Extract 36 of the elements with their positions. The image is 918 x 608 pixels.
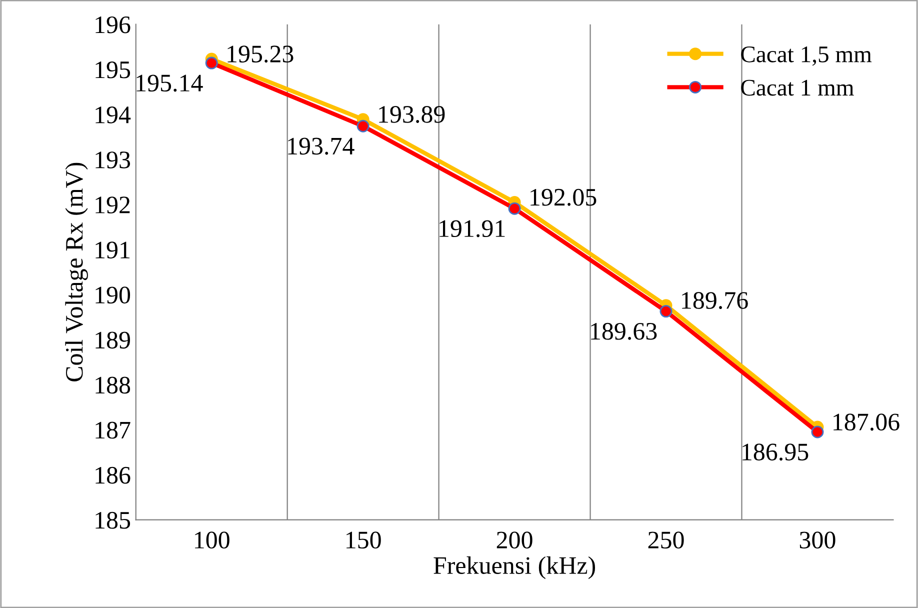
y-tick-label: 193 bbox=[96, 152, 130, 168]
data-label: 195.23 bbox=[228, 46, 294, 63]
legend-label: Cacat 1 mm bbox=[741, 80, 854, 96]
y-tick-label: 189 bbox=[96, 332, 130, 349]
data-label: 187.06 bbox=[834, 414, 900, 431]
y-tick-label: 191 bbox=[96, 242, 130, 258]
x-tick-label: 100 bbox=[195, 532, 230, 549]
data-label: 192.05 bbox=[530, 188, 596, 206]
point bbox=[356, 120, 370, 132]
x-axis-title: Frekuensi (kHz) bbox=[434, 556, 596, 580]
x-tick-label: 300 bbox=[800, 532, 836, 549]
data-label: 189.76 bbox=[682, 292, 748, 310]
point bbox=[660, 305, 672, 318]
y-tick-label: 192 bbox=[96, 196, 130, 214]
x-tick-label: 250 bbox=[648, 532, 684, 549]
y-tick-label: 185 bbox=[96, 512, 130, 529]
y-tick-label: 195 bbox=[96, 61, 130, 78]
x-tick-label: 200 bbox=[496, 532, 532, 549]
point bbox=[811, 426, 824, 438]
data-label: 186.95 bbox=[742, 444, 808, 461]
point bbox=[508, 202, 521, 215]
data-label: 193.89 bbox=[379, 106, 445, 123]
y-tick-label: 196 bbox=[96, 16, 130, 34]
x-tick-label: 150 bbox=[346, 532, 381, 549]
data-label: 191.91 bbox=[440, 220, 505, 238]
data-label: 193.74 bbox=[288, 138, 354, 155]
legend-label: Cacat 1,5 mm bbox=[741, 46, 872, 66]
data-label: 195.14 bbox=[136, 74, 203, 92]
point bbox=[205, 56, 218, 70]
y-tick-label: 188 bbox=[96, 376, 130, 394]
y-axis-title: Coil Voltage Rx (mV) bbox=[65, 162, 88, 382]
y-tick-label: 187 bbox=[96, 422, 130, 439]
y-tick-label: 194 bbox=[96, 106, 131, 124]
y-tick-label: 186 bbox=[96, 466, 130, 484]
data-label: 189.63 bbox=[591, 322, 657, 340]
y-tick-label: 190 bbox=[96, 286, 130, 304]
